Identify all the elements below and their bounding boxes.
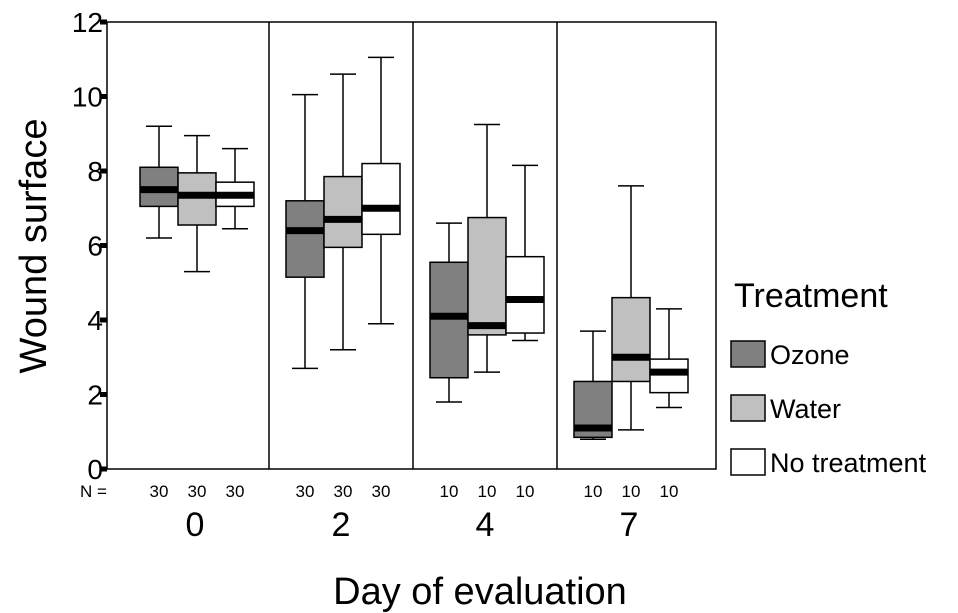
group-dividers: [268, 22, 558, 469]
y-tick-label: 12: [72, 7, 103, 38]
box-iqr: [323, 175, 363, 249]
n-value: 30: [188, 482, 207, 501]
legend-title: Treatment: [734, 277, 888, 315]
sample-size-row: N = 30 30 30 30 30 30 10 10 10 10 10 10: [80, 482, 678, 501]
n-value: 10: [622, 482, 641, 501]
y-tick-label: 8: [87, 156, 103, 187]
box-ozone-day-0: [139, 125, 179, 239]
x-tick-label: 7: [620, 506, 639, 544]
x-axis-title: Day of evaluation: [333, 571, 627, 613]
n-value: 10: [516, 482, 535, 501]
n-value: 30: [296, 482, 315, 501]
x-tick-label: 4: [476, 506, 495, 544]
box-iqr: [429, 261, 469, 379]
box-iqr: [505, 255, 545, 334]
box-water-day-4: [467, 123, 507, 373]
n-value: 30: [150, 482, 169, 501]
legend-swatch: [730, 448, 766, 476]
x-axis: 0 2 4 7: [186, 506, 639, 544]
box-iqr: [361, 162, 401, 236]
box-no-treatment-day-0: [215, 147, 255, 230]
box-iqr: [611, 296, 651, 383]
box-iqr: [467, 216, 507, 336]
box-ozone-day-2: [285, 93, 325, 370]
y-tick-label: 10: [72, 82, 103, 113]
box-iqr: [177, 172, 217, 226]
n-value: 30: [334, 482, 353, 501]
y-axis-title: Wound surface: [13, 119, 55, 374]
y-tick-label: 6: [87, 231, 103, 262]
legend-label: Water: [770, 394, 841, 424]
box-water-day-2: [323, 73, 363, 351]
y-tick-label: 0: [87, 454, 103, 485]
legend-label: No treatment: [770, 448, 927, 478]
box-ozone-day-7: [573, 330, 613, 440]
box-no-treatment-day-2: [361, 56, 401, 325]
box-iqr: [649, 358, 689, 394]
x-tick-label: 2: [332, 506, 351, 544]
n-value: 30: [372, 482, 391, 501]
legend-swatch: [730, 394, 766, 422]
box-iqr: [285, 200, 325, 278]
y-tick-label: 2: [87, 380, 103, 411]
legend-label: Ozone: [770, 340, 850, 370]
box-series: [139, 56, 689, 440]
n-value: 10: [660, 482, 679, 501]
n-value: 30: [226, 482, 245, 501]
box-no-treatment-day-4: [505, 164, 545, 342]
n-value: 10: [478, 482, 497, 501]
box-water-day-0: [177, 134, 217, 273]
box-water-day-7: [611, 185, 651, 431]
legend: Treatment Ozone Water No treatment: [730, 277, 927, 478]
y-axis: 0 2 4 6 8 10 12: [72, 7, 107, 485]
x-tick-label: 0: [186, 506, 205, 544]
plot-area-frame: [106, 21, 717, 470]
n-value: 10: [584, 482, 603, 501]
n-value: 10: [440, 482, 459, 501]
n-label: N =: [80, 482, 107, 501]
legend-swatch: [730, 340, 766, 368]
box-no-treatment-day-7: [649, 308, 689, 409]
y-tick-label: 4: [87, 305, 103, 336]
box-ozone-day-4: [429, 222, 469, 403]
